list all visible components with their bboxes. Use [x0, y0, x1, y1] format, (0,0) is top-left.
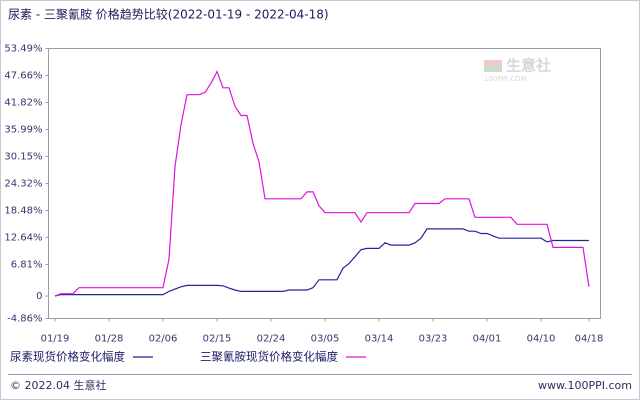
chart-title: 尿素 - 三聚氰胺 价格趋势比较(2022-01-19 - 2022-04-18…	[8, 7, 329, 22]
y-tick-label: -4.86%	[7, 314, 42, 325]
x-tick-label: 03/23	[419, 334, 448, 345]
y-tick-label: 6.81%	[11, 260, 43, 271]
footer-right: www.100PPI.com	[538, 379, 632, 392]
watermark-icon	[484, 66, 502, 72]
x-tick-label: 02/06	[149, 334, 178, 345]
legend-label: 三聚氰胺现货价格变化幅度	[200, 350, 338, 364]
y-tick-label: 47.66%	[4, 70, 42, 81]
x-tick-label: 03/14	[365, 334, 394, 345]
x-tick-label: 04/18	[575, 334, 604, 345]
x-tick-label: 02/15	[203, 334, 232, 345]
x-tick-label: 01/28	[95, 334, 124, 345]
y-tick-label: 0	[36, 291, 42, 302]
x-tick-label: 04/01	[473, 334, 502, 345]
y-tick-label: 12.64%	[4, 233, 42, 244]
footer-left: © 2022.04 生意社	[10, 378, 106, 392]
series-line	[54, 228, 589, 297]
y-tick-label: 18.48%	[4, 206, 42, 217]
y-tick-label: 41.82%	[4, 98, 42, 109]
x-tick-label: 02/24	[257, 334, 286, 345]
series-line	[54, 70, 590, 297]
x-tick-label: 03/05	[311, 334, 340, 345]
y-tick-label: 35.99%	[4, 124, 42, 135]
watermark-name: 生意社	[506, 57, 551, 75]
x-tick-label: 01/19	[41, 334, 70, 345]
watermark: 生意社 100PPI.COM	[484, 57, 551, 83]
legend-label: 尿素现货价格变化幅度	[10, 350, 125, 364]
x-tick-label: 04/10	[527, 334, 556, 345]
y-tick-label: 53.49%	[4, 44, 42, 55]
y-tick-label: 24.32%	[4, 178, 42, 189]
y-tick-label: 30.15%	[4, 152, 42, 163]
watermark-url: 100PPI.COM	[484, 75, 527, 83]
